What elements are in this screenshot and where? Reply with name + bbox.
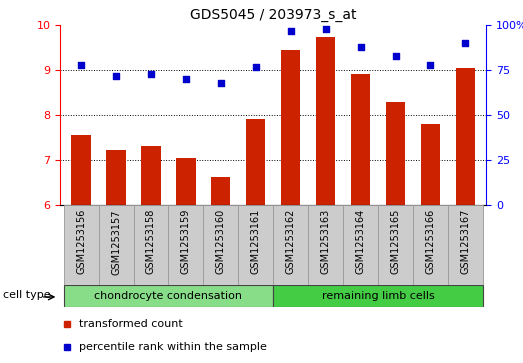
Bar [211, 177, 231, 205]
Bar [274, 285, 483, 307]
Text: GSM1253161: GSM1253161 [251, 209, 261, 274]
Point [147, 71, 155, 77]
Bar [72, 135, 90, 205]
Text: GSM1253160: GSM1253160 [216, 209, 226, 274]
Bar [316, 37, 335, 205]
Bar [168, 205, 203, 285]
Text: GSM1253165: GSM1253165 [391, 209, 401, 274]
Bar [448, 205, 483, 285]
Point [252, 64, 260, 70]
Bar [107, 150, 126, 205]
Bar [343, 205, 378, 285]
Point [461, 41, 470, 46]
Point [426, 62, 435, 68]
Text: transformed count: transformed count [79, 319, 183, 329]
Point [181, 77, 190, 82]
Bar [238, 205, 274, 285]
Point [112, 73, 120, 79]
Point [322, 26, 330, 32]
Point [357, 44, 365, 50]
Text: chondrocyte condensation: chondrocyte condensation [95, 291, 243, 301]
Point [77, 62, 85, 68]
Bar [351, 74, 370, 205]
Bar [133, 205, 168, 285]
Text: GSM1253166: GSM1253166 [426, 209, 436, 274]
Bar [64, 205, 98, 285]
Bar [456, 68, 475, 205]
Bar [421, 124, 440, 205]
Text: cell type: cell type [3, 290, 51, 300]
Title: GDS5045 / 203973_s_at: GDS5045 / 203973_s_at [190, 8, 357, 22]
Bar [98, 205, 133, 285]
Bar [176, 158, 196, 205]
Point [391, 53, 400, 59]
Bar [413, 205, 448, 285]
Bar [203, 205, 238, 285]
Bar [378, 205, 413, 285]
Text: remaining limb cells: remaining limb cells [322, 291, 435, 301]
Text: percentile rank within the sample: percentile rank within the sample [79, 342, 267, 352]
Bar [64, 285, 274, 307]
Bar [246, 119, 265, 205]
Bar [308, 205, 343, 285]
Text: GSM1253167: GSM1253167 [460, 209, 470, 274]
Text: GSM1253158: GSM1253158 [146, 209, 156, 274]
Text: GSM1253159: GSM1253159 [181, 209, 191, 274]
Text: GSM1253157: GSM1253157 [111, 209, 121, 274]
Bar [274, 205, 308, 285]
Text: GSM1253164: GSM1253164 [356, 209, 366, 274]
Text: GSM1253156: GSM1253156 [76, 209, 86, 274]
Point [217, 80, 225, 86]
Text: GSM1253163: GSM1253163 [321, 209, 331, 274]
Text: GSM1253162: GSM1253162 [286, 209, 295, 274]
Point [287, 28, 295, 34]
Bar [281, 50, 300, 205]
Bar [141, 146, 161, 205]
Bar [386, 102, 405, 205]
